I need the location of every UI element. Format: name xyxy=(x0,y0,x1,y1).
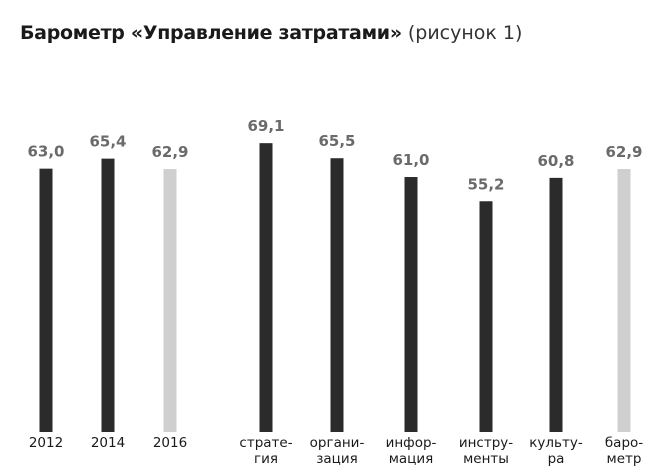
bar-2 xyxy=(163,169,177,432)
value-label-2: 62,9 xyxy=(151,143,188,161)
category-label-5-line-0: инфор- xyxy=(386,435,437,451)
bar-1 xyxy=(101,158,115,433)
bar-8 xyxy=(617,169,631,432)
bar-3 xyxy=(259,143,273,433)
category-label-1: 2014 xyxy=(91,435,125,451)
value-label-0: 63,0 xyxy=(27,143,64,161)
chart-title-main: Барометр «Управление затратами» xyxy=(20,22,402,44)
category-label-6: инстру-менты xyxy=(459,435,513,467)
chart-title: Барометр «Управление затратами» (рисунок… xyxy=(20,20,522,46)
category-label-8-line-1: метр xyxy=(607,451,642,467)
chart-subtitle: (рисунок 1) xyxy=(407,22,523,44)
value-label-7: 60,8 xyxy=(537,152,574,170)
bar-7 xyxy=(549,177,563,432)
category-label-2: 2016 xyxy=(153,435,187,451)
category-label-4: органи-зация xyxy=(310,435,365,467)
category-label-6-line-0: инстру- xyxy=(459,435,513,451)
bar-0 xyxy=(39,168,53,432)
category-label-4-line-0: органи- xyxy=(310,435,365,451)
value-label-4: 65,5 xyxy=(318,132,355,150)
bar-4 xyxy=(330,158,344,432)
bar-6 xyxy=(479,201,493,432)
bar-5 xyxy=(404,177,418,432)
value-label-1: 65,4 xyxy=(89,133,126,151)
category-label-7-line-1: ра xyxy=(548,451,565,467)
category-label-5-line-1: мация xyxy=(389,451,434,467)
category-label-2-line-0: 2016 xyxy=(153,435,187,451)
category-label-1-line-0: 2014 xyxy=(91,435,125,451)
category-label-0-line-0: 2012 xyxy=(29,435,63,451)
category-label-0: 2012 xyxy=(29,435,63,451)
category-label-8: баро-метр xyxy=(605,435,643,467)
value-label-5: 61,0 xyxy=(392,151,429,169)
category-label-3: страте-гия xyxy=(239,435,292,467)
category-label-8-line-0: баро- xyxy=(605,435,643,451)
category-label-4-line-1: зация xyxy=(316,451,358,467)
category-label-3-line-0: страте- xyxy=(239,435,292,451)
category-label-6-line-1: менты xyxy=(463,451,509,467)
value-label-6: 55,2 xyxy=(467,175,504,193)
category-label-3-line-1: гия xyxy=(254,451,278,467)
value-label-8: 62,9 xyxy=(605,143,642,161)
category-label-7-line-0: культу- xyxy=(529,435,583,451)
category-label-5: инфор-мация xyxy=(386,435,437,467)
value-label-3: 69,1 xyxy=(247,117,284,135)
category-label-7: культу-ра xyxy=(529,435,583,467)
